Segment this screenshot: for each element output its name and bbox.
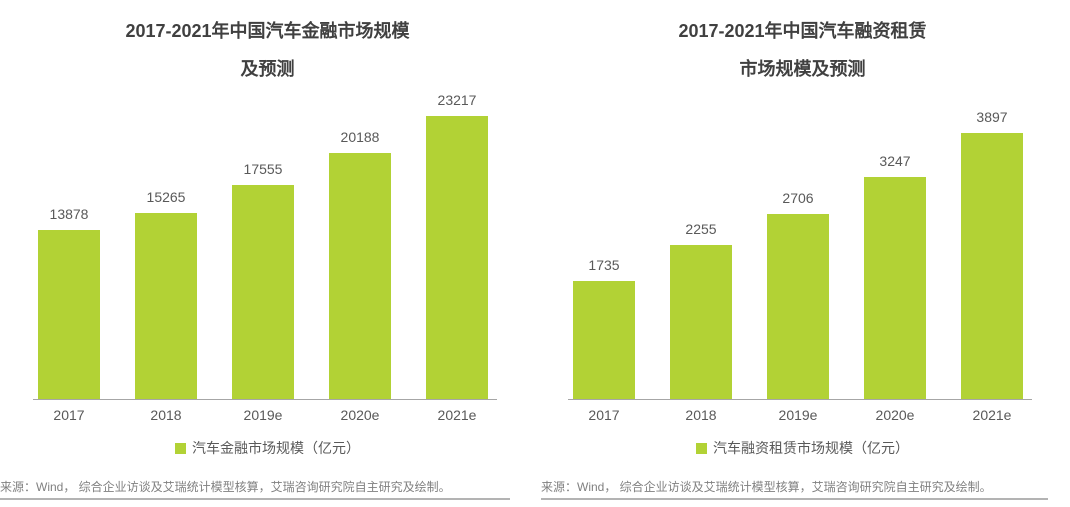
chart-title: 2017-2021年中国汽车融资租赁 市场规模及预测 [541, 12, 1064, 88]
chart-title-line2: 市场规模及预测 [739, 59, 866, 79]
bar-value-label: 20188 [340, 129, 380, 145]
bar-value-label: 2255 [685, 221, 717, 237]
x-axis-labels: 2017 2018 2019e 2020e 2021e [573, 407, 1023, 423]
bar-column: 3247 [864, 153, 926, 399]
bar-value-label: 15265 [146, 189, 186, 205]
bar [232, 185, 294, 399]
x-tick-label: 2018 [150, 407, 182, 423]
chart-title-line1: 2017-2021年中国汽车融资租赁 [678, 21, 927, 41]
x-axis-line [568, 399, 1032, 400]
bar-value-label: 2706 [782, 190, 814, 206]
bar [426, 116, 488, 399]
x-tick-label: 2020e [340, 407, 380, 423]
auto-finance-chart-panel: 2017-2021年中国汽车金融市场规模 及预测 13878 15265 17555… [0, 12, 535, 500]
bar-column: 1735 [573, 257, 635, 399]
bar-column: 17555 [232, 161, 294, 399]
bar [767, 214, 829, 399]
x-tick-label: 2021e [972, 407, 1012, 423]
legend-marker-icon [175, 442, 186, 454]
bar [961, 133, 1023, 399]
bar-value-label: 23217 [437, 92, 477, 108]
x-tick-label: 2019e [778, 407, 818, 423]
legend-label: 汽车融资租赁市场规模（亿元） [713, 440, 909, 456]
bar-column: 2255 [670, 221, 732, 399]
x-axis-line [33, 399, 497, 400]
bar-value-label: 17555 [243, 161, 283, 177]
source-note: 来源：Wind， 综合企业访谈及艾瑞统计模型核算，艾瑞咨询研究院自主研究及绘制。 [0, 478, 510, 500]
bar-column: 23217 [426, 92, 488, 399]
bar-column: 3897 [961, 109, 1023, 399]
x-tick-label: 2021e [437, 407, 477, 423]
x-tick-label: 2017 [588, 407, 620, 423]
x-tick-label: 2018 [685, 407, 717, 423]
legend-label: 汽车金融市场规模（亿元） [192, 440, 360, 456]
x-tick-label: 2019e [243, 407, 283, 423]
bar [573, 281, 635, 399]
bar-plot: 13878 15265 17555 20188 23217 [38, 88, 488, 399]
bar-column: 2706 [767, 190, 829, 399]
bar [670, 245, 732, 399]
bar-value-label: 13878 [49, 206, 89, 222]
chart-title-line1: 2017-2021年中国汽车金融市场规模 [125, 21, 410, 41]
x-tick-label: 2017 [53, 407, 85, 423]
bar-column: 15265 [135, 189, 197, 399]
legend-marker-icon [696, 442, 707, 454]
bar [135, 213, 197, 399]
x-tick-label: 2020e [875, 407, 915, 423]
bar-column: 13878 [38, 206, 100, 399]
chart-title-line2: 及预测 [240, 59, 295, 79]
bar-value-label: 3897 [976, 109, 1008, 125]
bar-plot: 1735 2255 2706 3247 3897 [573, 88, 1023, 399]
source-note: 来源：Wind， 综合企业访谈及艾瑞统计模型核算，艾瑞咨询研究院自主研究及绘制。 [541, 478, 1048, 500]
x-axis-labels: 2017 2018 2019e 2020e 2021e [38, 407, 488, 423]
bar-value-label: 3247 [879, 153, 911, 169]
bar [329, 153, 391, 399]
bar-column: 20188 [329, 129, 391, 399]
legend: 汽车融资租赁市场规模（亿元） [535, 438, 1070, 458]
chart-title: 2017-2021年中国汽车金融市场规模 及预测 [6, 12, 529, 88]
auto-leasing-chart-panel: 2017-2021年中国汽车融资租赁 市场规模及预测 1735 2255 2706 3… [535, 0, 1070, 507]
legend: 汽车金融市场规模（亿元） [0, 438, 535, 458]
bar-value-label: 1735 [588, 257, 620, 273]
bar [38, 230, 100, 399]
bar [864, 177, 926, 399]
